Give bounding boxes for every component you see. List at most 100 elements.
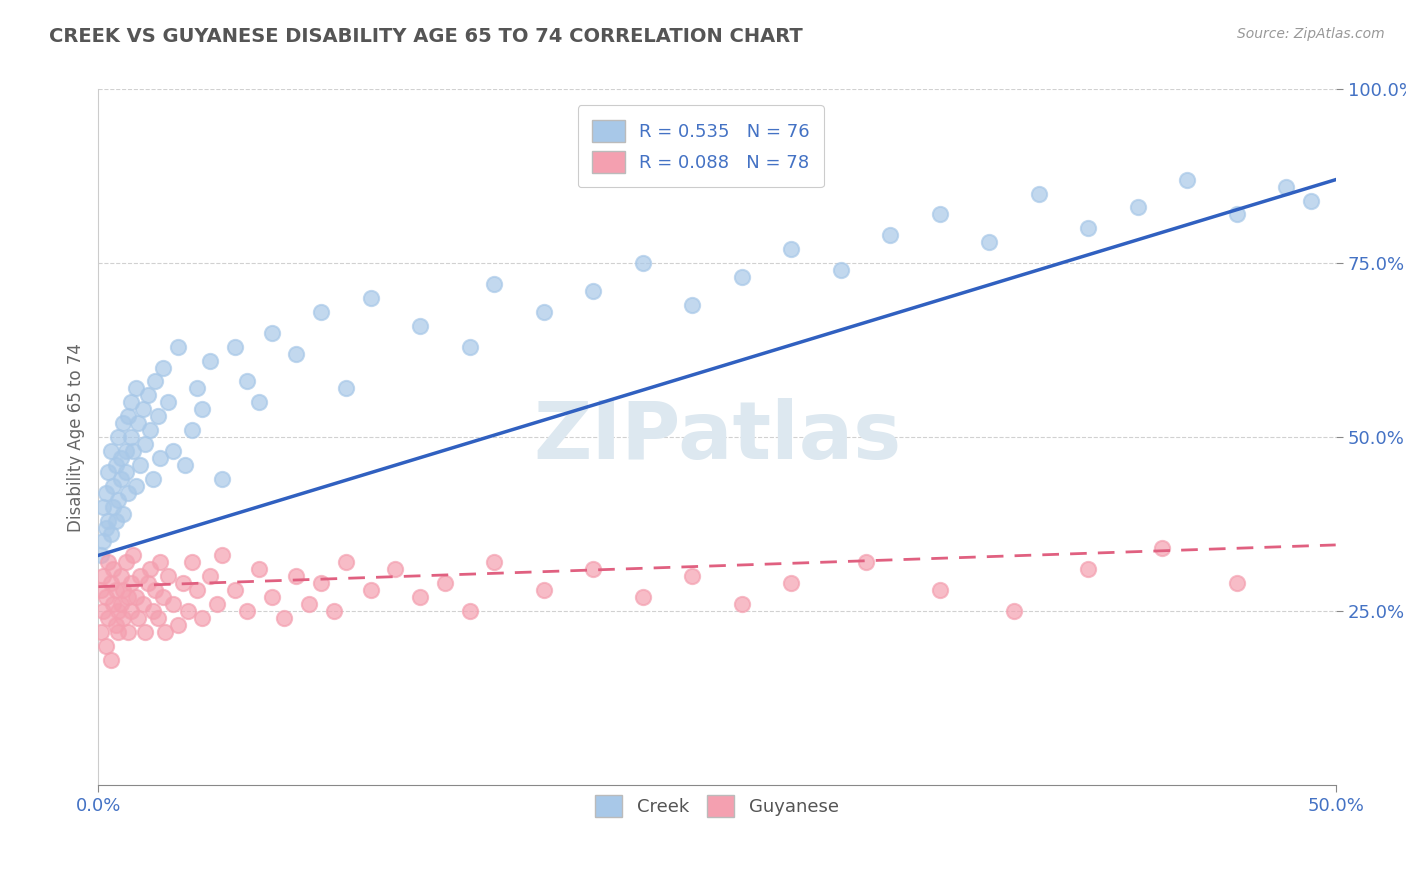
Point	[191, 611, 214, 625]
Point	[136, 576, 159, 591]
Point	[107, 492, 129, 507]
Point	[117, 590, 139, 604]
Point	[120, 395, 142, 409]
Point	[166, 340, 188, 354]
Point	[117, 485, 139, 500]
Point	[224, 340, 246, 354]
Point	[127, 416, 149, 430]
Point	[122, 444, 145, 458]
Point	[298, 597, 321, 611]
Point	[134, 624, 156, 639]
Point	[97, 555, 120, 569]
Point	[879, 228, 901, 243]
Point	[484, 555, 506, 569]
Point	[100, 576, 122, 591]
Point	[484, 277, 506, 291]
Point	[139, 562, 162, 576]
Point	[631, 256, 654, 270]
Point	[979, 235, 1001, 250]
Point	[114, 465, 136, 479]
Text: ZIPatlas: ZIPatlas	[533, 398, 901, 476]
Point	[90, 549, 112, 563]
Point	[142, 472, 165, 486]
Point	[146, 611, 169, 625]
Point	[162, 444, 184, 458]
Legend: Creek, Guyanese: Creek, Guyanese	[588, 789, 846, 824]
Point	[112, 416, 135, 430]
Point	[681, 569, 703, 583]
Point	[112, 583, 135, 598]
Point	[117, 624, 139, 639]
Point	[136, 388, 159, 402]
Point	[93, 534, 115, 549]
Point	[830, 263, 852, 277]
Point	[1077, 221, 1099, 235]
Point	[928, 207, 950, 221]
Point	[1002, 604, 1025, 618]
Point	[146, 409, 169, 424]
Point	[120, 576, 142, 591]
Point	[103, 597, 125, 611]
Point	[309, 305, 332, 319]
Point	[631, 590, 654, 604]
Point	[166, 618, 188, 632]
Point	[149, 555, 172, 569]
Point	[97, 611, 120, 625]
Point	[94, 590, 117, 604]
Point	[103, 562, 125, 576]
Point	[409, 318, 432, 333]
Point	[122, 549, 145, 563]
Point	[285, 346, 308, 360]
Point	[260, 326, 283, 340]
Point	[103, 500, 125, 514]
Point	[90, 583, 112, 598]
Point	[112, 507, 135, 521]
Point	[100, 444, 122, 458]
Point	[409, 590, 432, 604]
Point	[780, 242, 803, 256]
Point	[132, 597, 155, 611]
Point	[309, 576, 332, 591]
Point	[191, 402, 214, 417]
Point	[132, 402, 155, 417]
Point	[156, 395, 179, 409]
Point	[176, 604, 198, 618]
Point	[1152, 541, 1174, 556]
Point	[1028, 186, 1050, 201]
Point	[731, 270, 754, 285]
Point	[120, 604, 142, 618]
Point	[1077, 562, 1099, 576]
Point	[107, 604, 129, 618]
Point	[236, 375, 259, 389]
Point	[143, 375, 166, 389]
Point	[117, 409, 139, 424]
Point	[124, 381, 146, 395]
Point	[582, 284, 605, 298]
Point	[681, 298, 703, 312]
Point	[114, 444, 136, 458]
Point	[107, 624, 129, 639]
Point	[247, 562, 270, 576]
Point	[172, 576, 194, 591]
Point	[322, 604, 344, 618]
Point	[93, 604, 115, 618]
Point	[162, 597, 184, 611]
Point	[149, 450, 172, 465]
Point	[124, 479, 146, 493]
Point	[152, 590, 174, 604]
Point	[94, 639, 117, 653]
Point	[104, 583, 127, 598]
Point	[97, 514, 120, 528]
Point	[142, 604, 165, 618]
Point	[1226, 576, 1249, 591]
Point	[1275, 179, 1298, 194]
Point	[110, 569, 132, 583]
Point	[236, 604, 259, 618]
Point	[100, 653, 122, 667]
Point	[384, 562, 406, 576]
Point	[360, 583, 382, 598]
Point	[247, 395, 270, 409]
Point	[103, 479, 125, 493]
Point	[224, 583, 246, 598]
Point	[273, 611, 295, 625]
